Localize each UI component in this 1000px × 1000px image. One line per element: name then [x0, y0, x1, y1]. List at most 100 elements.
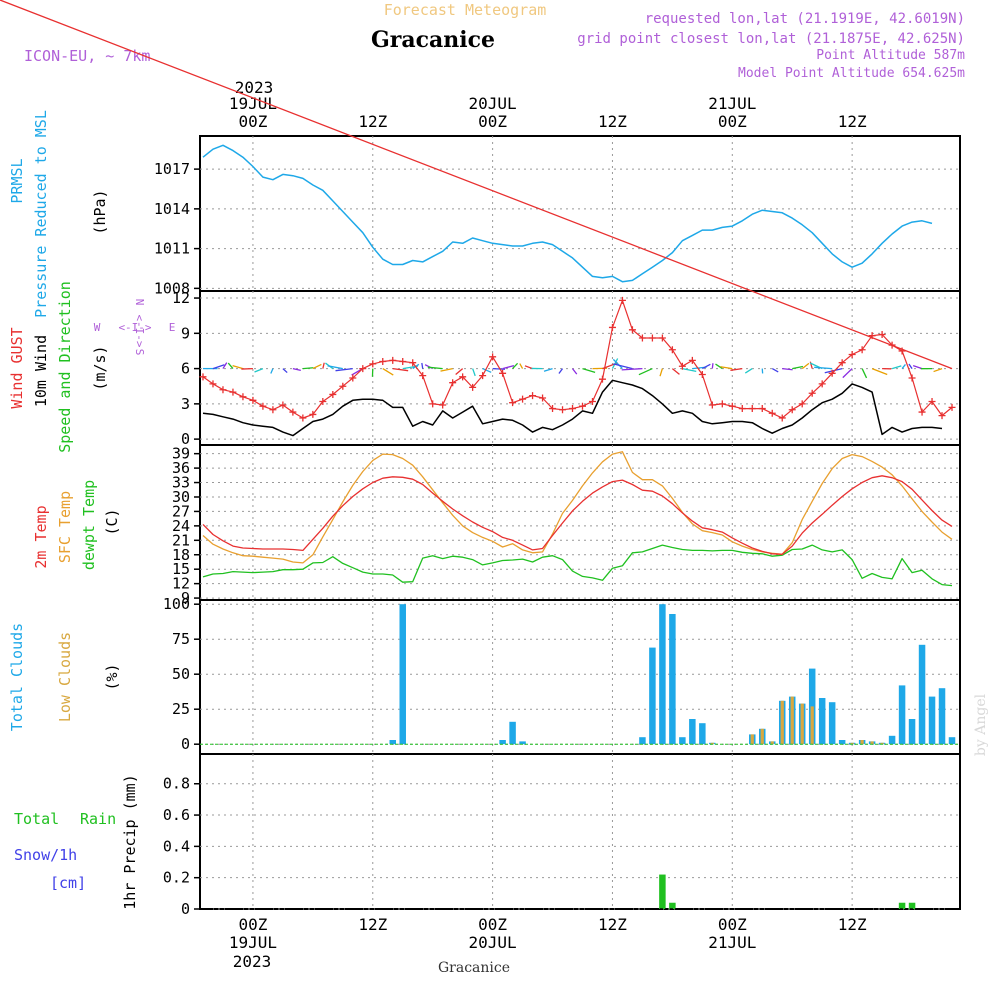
- wind-direction-arrow: [440, 367, 453, 372]
- precip-unit: 1hr Precip (mm): [121, 774, 139, 909]
- bottom-year: 2023: [233, 952, 272, 971]
- low-clouds-bar: [750, 734, 754, 745]
- wind-gust-marker: [648, 334, 656, 342]
- temperature-ytick-label: 21: [172, 531, 190, 549]
- pressure-ytick-label: 1014: [154, 200, 190, 218]
- temp-unit: (C): [103, 508, 121, 535]
- requested-coords: requested lon,lat (21.1919E, 42.6019N): [645, 11, 965, 27]
- precip-bar: [908, 902, 916, 909]
- total-clouds-bar: [679, 737, 686, 745]
- wind-gust-marker: [818, 380, 826, 388]
- bottom-time-label: 12Z: [358, 915, 387, 934]
- temp-dewpt-label: dewpt Temp: [80, 480, 98, 570]
- wind-direction-arrow: [222, 362, 228, 369]
- station-title: Gracanice: [371, 27, 495, 53]
- credit-watermark: by Angel: [973, 693, 989, 756]
- wind-gust-marker: [948, 403, 956, 411]
- precip-ytick-label: 0.2: [163, 869, 190, 887]
- precip-frame: [199, 753, 961, 910]
- wind-direction-arrow: [502, 365, 515, 370]
- wind-gust-marker: [588, 398, 596, 406]
- wind-gust-marker: [678, 362, 686, 370]
- wind-gust-marker: [728, 402, 736, 410]
- point-altitude: Point Altitude 587m: [816, 48, 965, 63]
- compass-e: E: [169, 321, 176, 334]
- total-clouds-bar: [898, 685, 906, 745]
- top-time-label: 12Z: [598, 112, 627, 131]
- total-clouds-bar: [938, 688, 946, 745]
- wind-direction-arrow: [715, 363, 723, 370]
- top-date-label: 21JUL: [708, 94, 756, 113]
- wind-gust-marker: [778, 414, 786, 422]
- wind-gust-marker: [209, 380, 217, 388]
- wind-gust-marker: [569, 405, 577, 413]
- wind-direction-arrow: [871, 367, 888, 376]
- low-clouds-bar: [850, 742, 854, 745]
- wind-direction-arrow: [519, 363, 524, 369]
- top-time-label: 00Z: [718, 112, 747, 131]
- wind-gust-marker: [199, 373, 207, 381]
- wind-gust-marker: [469, 383, 477, 391]
- wind-direction-arrow: [711, 363, 714, 369]
- wind-direction-arrow: [912, 365, 923, 370]
- wind-direction-arrow: [933, 367, 943, 373]
- wind-direction-arrow: [901, 364, 906, 369]
- pressure-label-1: PRMSL: [8, 158, 26, 203]
- wind-direction-label: Speed and Direction: [56, 281, 74, 453]
- wind-direction-arrow: [824, 367, 843, 374]
- wind-direction-arrow: [482, 367, 492, 373]
- wind-gust-marker: [668, 346, 676, 354]
- wind-gust-marker: [269, 406, 277, 414]
- wind-direction-arrow: [611, 358, 619, 369]
- top-year: 2023: [235, 78, 274, 97]
- precip-ytick-label: 0.4: [163, 837, 190, 855]
- top-time-label: 00Z: [238, 112, 267, 131]
- wind-direction-arrow: [582, 367, 596, 374]
- wind-gust-marker: [439, 401, 447, 409]
- wind-direction-arrow: [782, 367, 793, 371]
- wind-gust-marker: [409, 359, 417, 367]
- wind-gust-marker: [259, 402, 267, 410]
- precip-ytick-label: 0.6: [163, 806, 190, 824]
- temperature-ytick-label: 15: [172, 560, 190, 578]
- pressure-ytick-label: 1011: [154, 240, 190, 258]
- wind-gust-marker: [758, 405, 766, 413]
- low-clouds-bar: [710, 742, 714, 745]
- total-clouds-bar: [669, 614, 676, 745]
- top-time-label: 12Z: [358, 112, 387, 131]
- total-clouds-bar: [918, 644, 926, 745]
- wind-gust-marker: [688, 356, 696, 364]
- wind-gust-marker: [299, 414, 307, 422]
- wind-direction-arrow: [427, 366, 443, 370]
- wind-direction-arrow: [801, 362, 810, 370]
- wind-direction-arrow: [524, 365, 533, 370]
- temp-sfc-label: SFC Temp: [56, 491, 74, 563]
- wind-gust-marker: [868, 332, 876, 340]
- wind-direction-arrow: [771, 368, 779, 373]
- wind-gust-marker: [549, 405, 557, 413]
- wind-gust-marker: [738, 405, 746, 413]
- model-label: ICON-EU, ~ 7km: [24, 47, 150, 65]
- compass-n: N: [133, 299, 146, 306]
- clouds-unit: (%): [103, 663, 121, 690]
- wind-gust-marker: [858, 346, 866, 354]
- bottom-time-label: 00Z: [238, 915, 267, 934]
- total-clouds-bar: [649, 647, 656, 745]
- wind-gust-marker: [598, 375, 606, 383]
- pressure-ytick-label: 1008: [154, 279, 190, 297]
- wind-gust-marker: [339, 382, 347, 390]
- wind-gust-marker: [399, 358, 407, 366]
- temperature-ytick-label: 9: [181, 589, 190, 607]
- wind-gust-marker: [509, 399, 517, 407]
- wind-direction-arrow: [382, 368, 394, 376]
- wind-gust-marker: [788, 406, 796, 414]
- compass-ns-arrow: <-I->: [133, 314, 146, 347]
- pressure-label-2: Pressure Reduced to MSL: [32, 110, 50, 318]
- wind-direction-arrow: [613, 363, 633, 370]
- wind-gust-marker: [838, 359, 846, 367]
- total-clouds-bar: [519, 741, 526, 745]
- wind-direction-arrow: [908, 363, 913, 369]
- temperature-panel: 2m Temp SFC Temp dewpt Temp (C) 91215182…: [32, 444, 961, 607]
- wind-direction-arrow: [543, 367, 553, 372]
- total-clouds-label: Total Clouds: [8, 623, 26, 731]
